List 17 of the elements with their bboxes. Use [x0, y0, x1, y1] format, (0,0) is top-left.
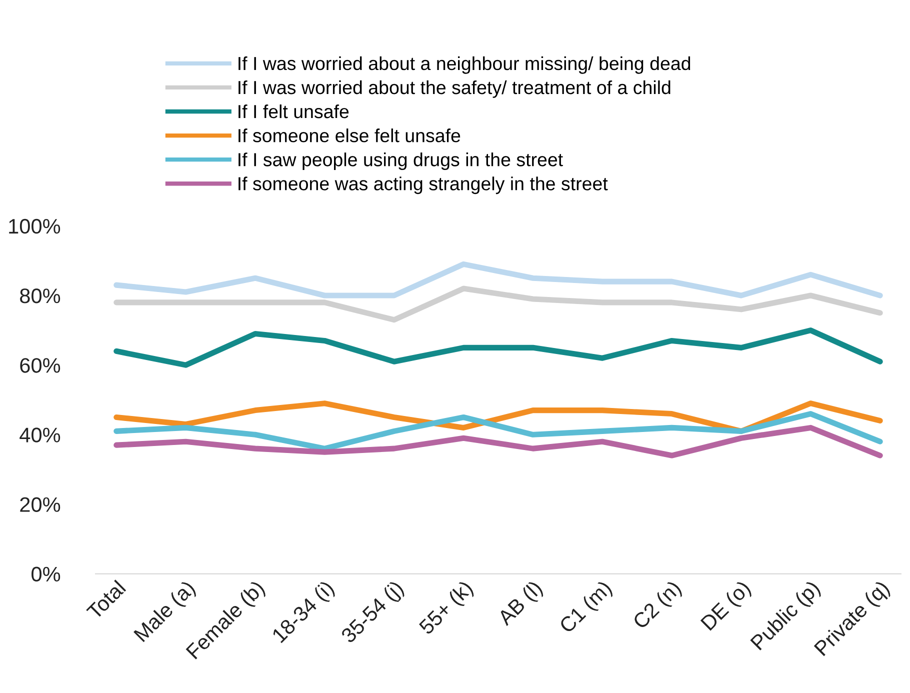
legend-label: If someone else felt unsafe — [238, 128, 460, 142]
x-tick-label: DE (o) — [700, 580, 754, 634]
x-tick-label: AB (l) — [496, 580, 546, 630]
legend-label: If I was worried about the safety/ treatment of a child — [238, 80, 670, 98]
legend-label: If someone was acting strangely in the street — [238, 176, 608, 194]
y-tick-label: 20% — [20, 497, 60, 512]
x-tick-label: C1 (m) — [558, 580, 616, 637]
y-tick-label: 80% — [20, 288, 60, 304]
y-tick-label: 60% — [20, 358, 60, 373]
y-tick-label: 40% — [20, 428, 60, 442]
legend-label: If I was worried about a neighbour missing/ being dead — [238, 56, 690, 74]
y-tick-label: 0% — [32, 566, 60, 582]
legend-label: If I saw people using drugs in the street — [238, 152, 563, 170]
x-tick-label: C2 (n) — [632, 580, 685, 633]
x-tick-label: 55+ (k) — [418, 580, 476, 638]
y-tick-label: 100% — [9, 218, 60, 234]
legend-label: If I felt unsafe — [238, 104, 349, 118]
